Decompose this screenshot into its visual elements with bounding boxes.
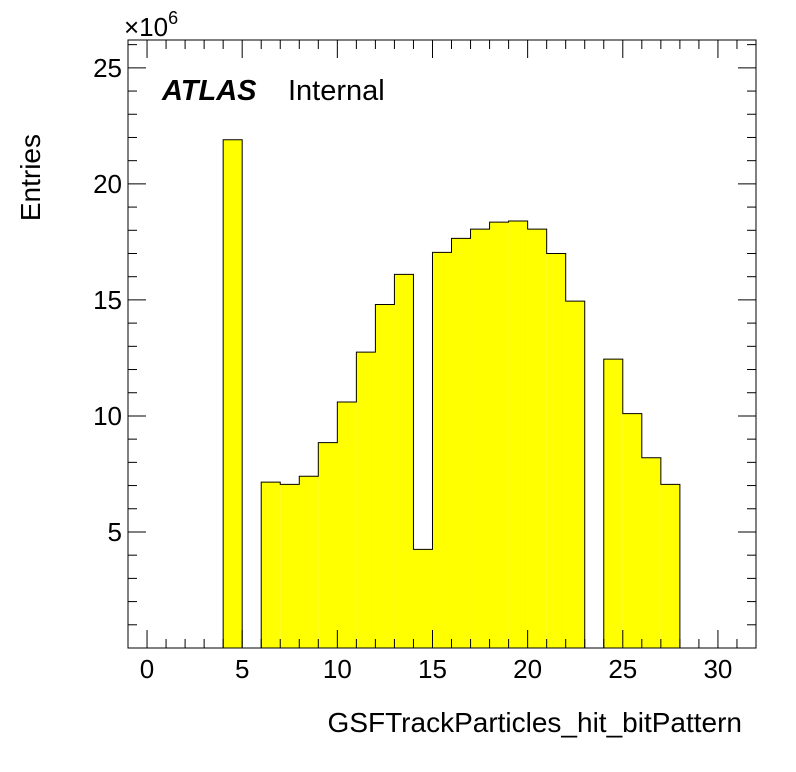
histogram-bar	[603, 359, 623, 648]
x-tick-label: 15	[418, 654, 447, 684]
histogram-bar	[660, 484, 680, 648]
histogram-bar	[641, 457, 661, 648]
x-tick-label: 10	[323, 654, 352, 684]
internal-label: Internal	[288, 75, 385, 107]
histogram-bar	[394, 274, 414, 648]
histogram-bar	[470, 229, 490, 649]
histogram-bar	[356, 352, 376, 648]
y-tick-label: 25	[93, 53, 122, 83]
histogram-bar	[527, 229, 547, 649]
x-tick-label: 0	[140, 654, 154, 684]
x-tick-label: 5	[235, 654, 249, 684]
axis-ticks	[127, 40, 757, 648]
y-tick-label: 5	[108, 517, 122, 547]
histogram-bar	[318, 442, 338, 648]
histogram-bar	[451, 238, 471, 648]
histogram-bar	[546, 253, 566, 648]
y-tick-label: 20	[93, 169, 122, 199]
y-axis-multiplier: ×106	[124, 8, 178, 42]
histogram-bar	[337, 402, 357, 648]
histogram-bar	[223, 139, 243, 648]
plot-frame	[127, 39, 757, 649]
y-tick-label: 10	[93, 401, 122, 431]
histogram-outline	[222, 139, 681, 648]
x-tick-label: 30	[703, 654, 732, 684]
histogram-bar	[375, 304, 395, 648]
histogram-bar	[432, 252, 452, 648]
x-tick-labels: 0 5 10 15 20 25 30	[140, 654, 733, 684]
y-tick-labels: 5 10 15 20 25	[93, 53, 122, 547]
atlas-label: ATLAS	[161, 75, 257, 107]
histogram-bar	[622, 413, 642, 648]
histogram-bar	[508, 221, 528, 648]
multiplier-base: ×10	[124, 12, 168, 42]
histogram-bar	[299, 476, 319, 648]
x-tick-label: 20	[513, 654, 542, 684]
histogram-bar	[565, 301, 585, 648]
histogram-bars	[222, 139, 681, 649]
y-axis-label: Entries	[15, 134, 46, 221]
x-tick-label: 25	[608, 654, 637, 684]
x-axis-label: GSFTrackParticles_hit_bitPattern	[328, 707, 742, 738]
histogram-bar	[280, 484, 300, 648]
histogram-bar	[489, 222, 509, 648]
multiplier-exponent: 6	[168, 8, 178, 28]
histogram-bar	[261, 482, 281, 648]
histogram-bar	[413, 549, 433, 648]
y-tick-label: 15	[93, 285, 122, 315]
